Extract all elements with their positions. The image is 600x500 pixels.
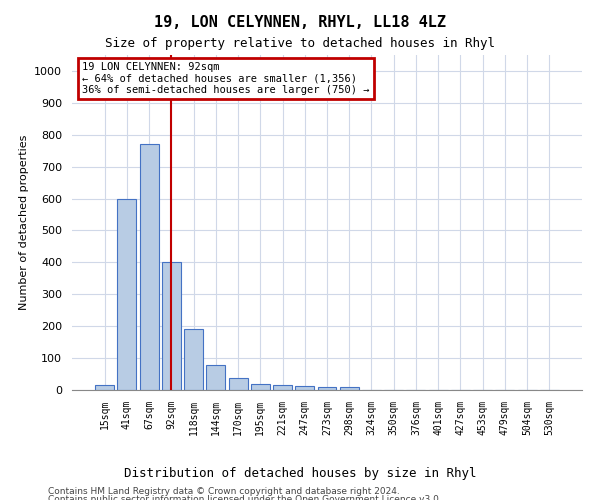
Text: 19, LON CELYNNEN, RHYL, LL18 4LZ: 19, LON CELYNNEN, RHYL, LL18 4LZ	[154, 15, 446, 30]
Bar	[95, 385, 114, 390]
Bar	[140, 144, 158, 390]
Bar	[273, 385, 292, 390]
Text: Distribution of detached houses by size in Rhyl: Distribution of detached houses by size …	[124, 468, 476, 480]
Bar	[317, 387, 337, 390]
Y-axis label: Number of detached properties: Number of detached properties	[19, 135, 29, 310]
Bar	[340, 388, 359, 390]
Text: Contains HM Land Registry data © Crown copyright and database right 2024.: Contains HM Land Registry data © Crown c…	[48, 488, 400, 496]
Bar	[229, 378, 248, 390]
Bar	[118, 198, 136, 390]
Bar	[251, 384, 270, 390]
Text: Size of property relative to detached houses in Rhyl: Size of property relative to detached ho…	[105, 38, 495, 51]
Bar	[206, 365, 225, 390]
Bar	[295, 386, 314, 390]
Text: 19 LON CELYNNEN: 92sqm
← 64% of detached houses are smaller (1,356)
36% of semi-: 19 LON CELYNNEN: 92sqm ← 64% of detached…	[82, 62, 370, 95]
Bar	[184, 330, 203, 390]
Bar	[162, 262, 181, 390]
Text: Contains public sector information licensed under the Open Government Licence v3: Contains public sector information licen…	[48, 495, 442, 500]
